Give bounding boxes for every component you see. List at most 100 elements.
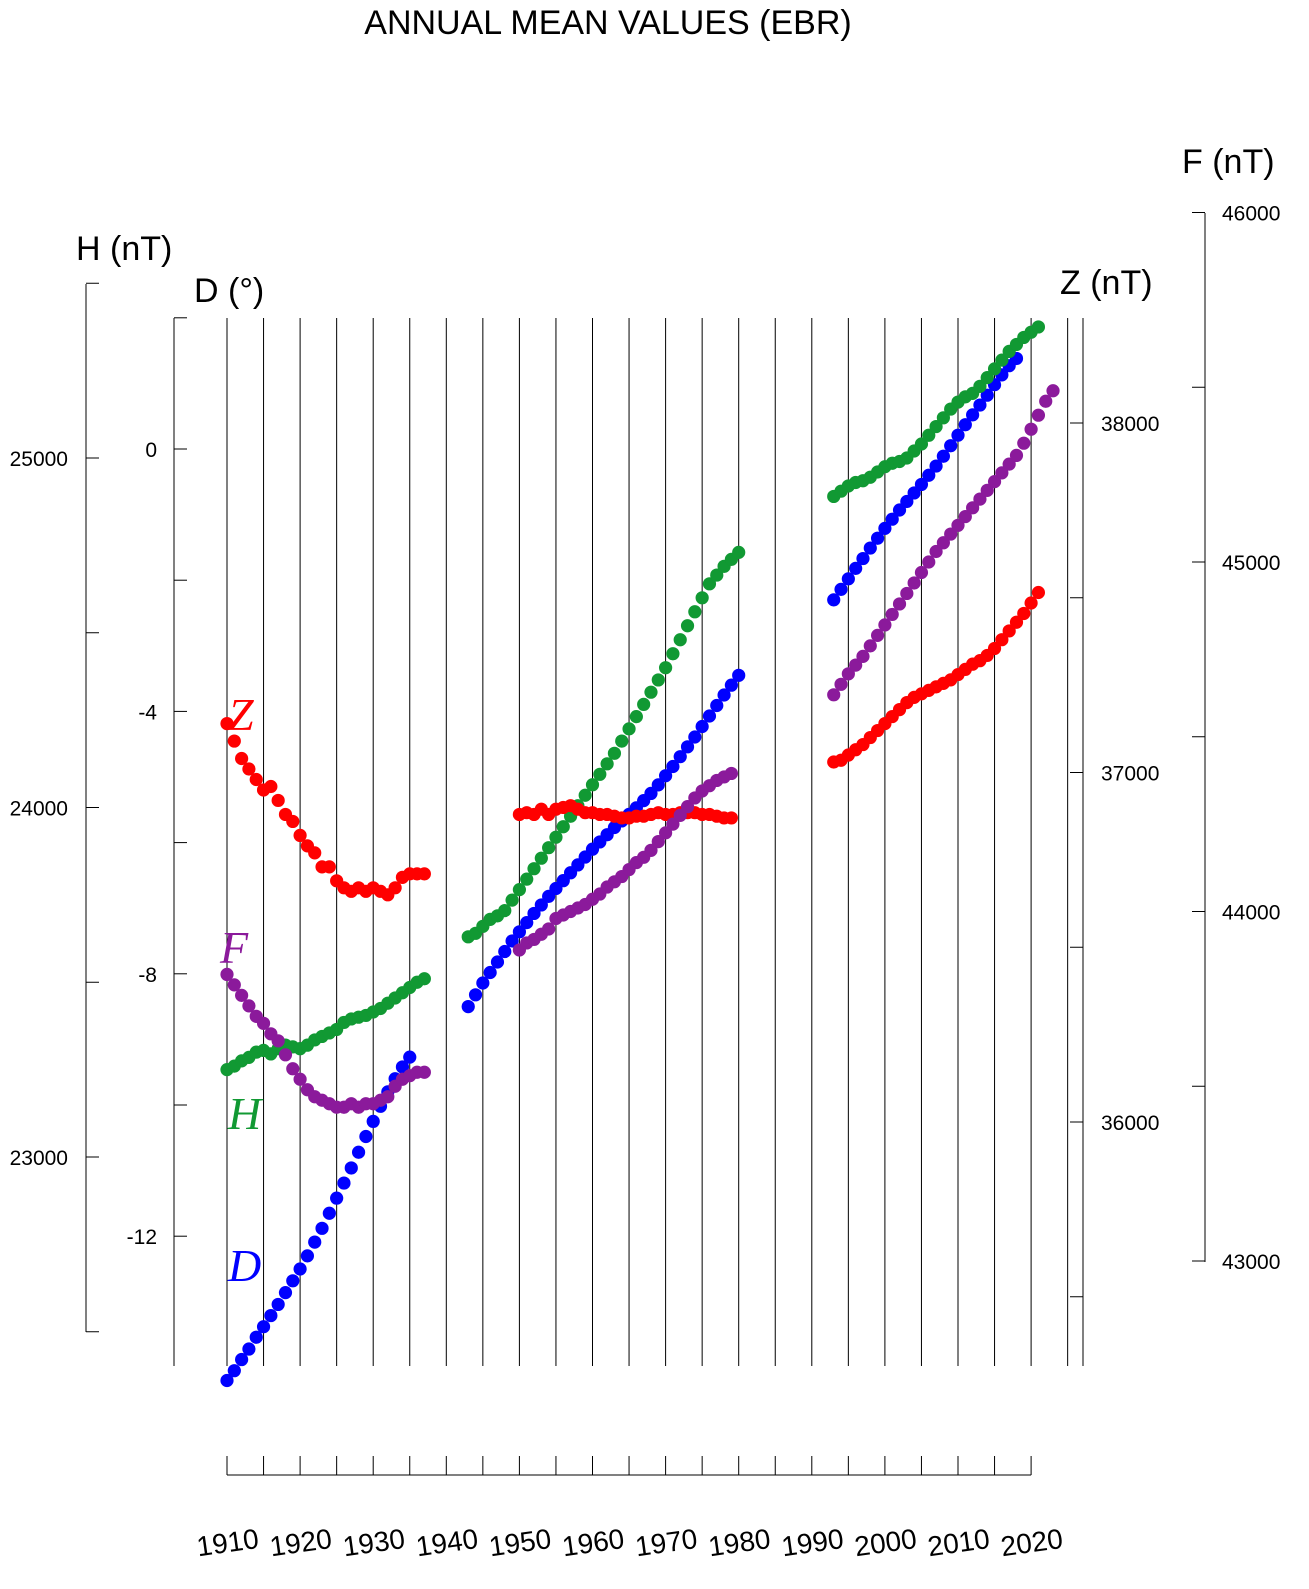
point-d [476,976,490,990]
z-axis: Z (nT) 36000 37000 38000 [1060,264,1159,1366]
point-f [892,597,907,611]
point-f [929,544,943,559]
point-z [1002,624,1016,638]
point-d [885,512,899,526]
d-tick-label: -12 [127,1226,157,1249]
point-f [293,1072,307,1086]
point-f [1031,408,1046,422]
point-h [578,788,592,802]
point-h [1031,320,1046,334]
point-h [914,437,929,451]
point-d [936,449,950,463]
point-f [863,639,877,653]
point-f [987,475,1002,489]
point-d [293,1262,307,1276]
point-z [987,641,1002,656]
point-f [659,826,673,840]
h-axis-ticks: 23000 24000 25000 [10,282,99,1333]
year-tick-label: 2000 [853,1523,919,1562]
point-f [922,555,936,569]
point-d [461,1000,475,1014]
d-axis: D (°) -12 -8 -4 0 [127,272,264,1366]
d-tick-label: -4 [138,701,157,724]
point-d [980,388,994,402]
point-z [388,881,402,895]
year-tick-label: 2020 [999,1523,1065,1562]
point-h [644,685,658,699]
point-d [227,1364,241,1378]
point-d [256,1320,271,1334]
point-d [337,1176,351,1190]
point-h [593,767,607,781]
point-z [286,814,300,829]
point-h [549,830,563,844]
point-d [958,418,972,432]
point-z [293,828,307,843]
point-d [863,541,877,555]
point-d [870,531,885,545]
point-h [622,722,636,736]
point-d [359,1129,373,1144]
h-axis-label: H (nT) [76,230,172,268]
year-axis: 1910 1920 1930 1940 1950 1960 1970 1980 1990 2000… [195,1456,1065,1562]
point-d [944,439,958,453]
f-tick-label: 45000 [1222,552,1280,575]
vertical-grid [226,318,1069,1366]
point-z [1024,596,1038,610]
point-f [878,618,892,632]
point-z [249,772,263,787]
year-tick-label: 1920 [268,1523,334,1562]
point-d [235,1352,249,1367]
point-f [286,1062,300,1076]
point-h [498,904,512,918]
point-f [381,1090,395,1104]
point-z [220,716,234,731]
f-axis: F (nT) 43000 44000 45000 46000 [1182,143,1280,1274]
point-f [914,565,929,580]
series-label-d: D [227,1240,261,1291]
point-h [710,568,724,582]
chart-title: ANNUAL MEAN VALUES (EBR) [364,4,851,42]
point-d [351,1145,366,1159]
point-z [322,860,336,874]
point-f [1024,422,1038,436]
point-d [395,1060,410,1074]
point-f [1046,384,1060,398]
point-z [242,762,256,776]
point-f [644,843,658,857]
d-axis-label: D (°) [194,272,264,310]
point-d [710,698,724,713]
point-f [951,518,965,532]
point-d [856,551,870,566]
f-axis-ticks: 43000 44000 45000 46000 [1192,203,1280,1274]
z-tick-label: 36000 [1101,1112,1159,1135]
point-z [271,793,285,808]
point-f [542,922,556,936]
point-f [849,658,863,672]
point-h [607,746,622,760]
series-label-z: Z [228,689,254,740]
point-h [629,710,643,724]
point-z [1009,615,1024,629]
point-h [556,820,570,834]
year-tick-label: 2010 [926,1523,992,1562]
point-h [929,419,943,434]
point-h [542,841,556,855]
point-d [732,668,746,682]
point-d [278,1286,293,1300]
point-z [417,867,431,881]
year-tick-label: 1960 [560,1523,626,1562]
point-d [403,1050,417,1064]
point-d [520,916,534,930]
point-h [702,577,717,591]
point-f [900,586,914,601]
point-z [995,633,1009,647]
point-f [242,999,256,1013]
point-d [271,1297,285,1312]
point-f [1002,457,1016,471]
point-d [242,1342,256,1356]
point-f [651,835,665,849]
point-f [995,466,1009,480]
point-f [841,667,855,681]
point-d [688,730,702,744]
